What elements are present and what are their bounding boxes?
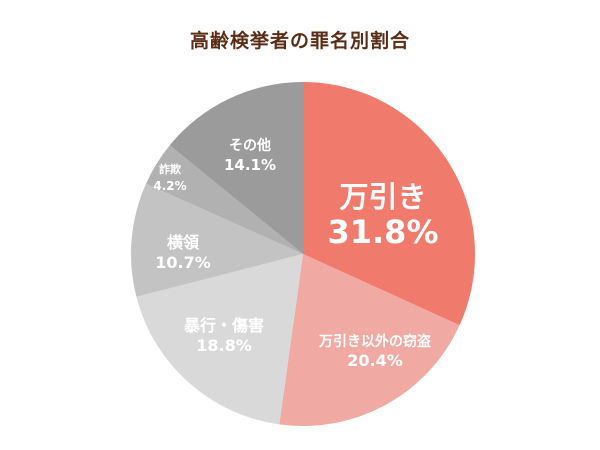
pie-slice xyxy=(146,145,303,254)
pie-slice xyxy=(169,82,303,254)
slice-name-label: 万引き xyxy=(339,180,426,214)
slice-name-label: 暴行・傷害 xyxy=(183,316,264,335)
chart-title: 高齢検挙者の罪名別割合 xyxy=(189,30,410,52)
slice-value-label: 18.8% xyxy=(196,336,252,355)
slice-value-label: 10.7% xyxy=(155,253,211,272)
slice-value-label: 4.2% xyxy=(153,179,186,193)
pie-slice xyxy=(131,183,303,297)
pie-slice xyxy=(136,254,303,425)
slice-name-label: その他 xyxy=(229,137,271,154)
pie-slice xyxy=(279,254,460,426)
slice-value-label: 20.4% xyxy=(347,351,403,370)
pie-slice xyxy=(303,82,475,326)
slice-name-label: 横領 xyxy=(167,233,200,252)
slice-name-label: 万引き以外の窃盗 xyxy=(318,333,432,350)
slice-name-label: 詐欺 xyxy=(159,162,181,176)
slice-value-label: 14.1% xyxy=(224,156,276,174)
slice-value-label: 31.8% xyxy=(327,213,438,251)
